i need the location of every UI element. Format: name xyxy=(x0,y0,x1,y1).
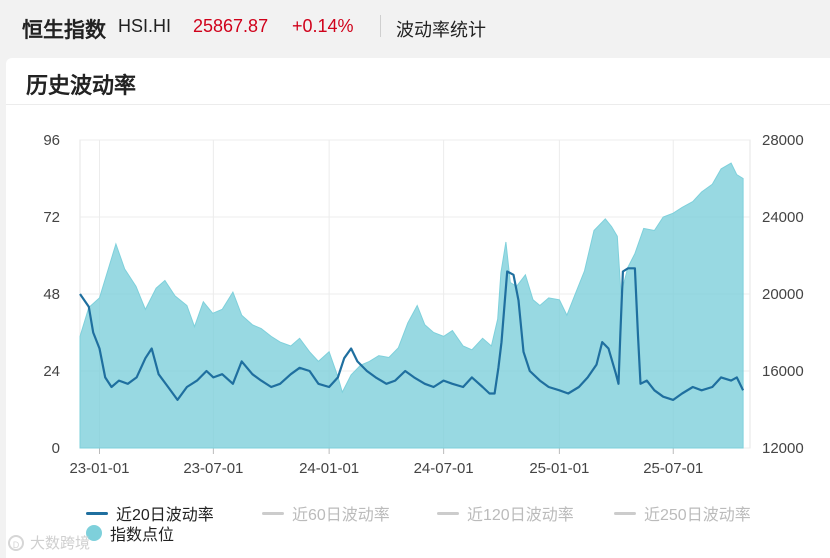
y-right-tick-label: 12000 xyxy=(762,440,804,457)
quote-header: 恒生指数 HSI.HI 25867.87 +0.14% 波动率统计 xyxy=(0,0,830,52)
index-level-area xyxy=(79,162,744,449)
y-left-tick-label: 48 xyxy=(43,286,60,303)
legend-label: 近60日波动率 xyxy=(292,507,390,524)
card-title: 历史波动率 xyxy=(26,73,137,98)
legend-line-marker xyxy=(614,511,636,515)
legend-item-vol120[interactable]: 近120日波动率 xyxy=(437,502,574,524)
legend-item-vol60[interactable]: 近60日波动率 xyxy=(262,502,390,524)
legend-line-marker xyxy=(262,511,284,515)
watermark-text: 大数跨境 xyxy=(30,535,91,552)
card-divider xyxy=(6,104,830,105)
volatility-stats-tab[interactable]: 波动率统计 xyxy=(396,20,486,40)
watermark-logo-icon: D xyxy=(8,534,24,551)
y-right-tick-label: 20000 xyxy=(762,286,804,303)
legend-line-marker xyxy=(86,511,108,515)
y-right-tick-label: 16000 xyxy=(762,363,804,380)
index-name: 恒生指数 xyxy=(22,19,106,42)
legend-label: 近250日波动率 xyxy=(644,507,751,524)
index-price: 25867.87 xyxy=(193,16,269,36)
legend-item-vol20[interactable]: 近20日波动率 xyxy=(86,502,214,524)
x-tick-label: 24-07-01 xyxy=(414,460,474,477)
index-change: +0.14% xyxy=(292,16,354,36)
legend-dot-marker xyxy=(86,525,102,541)
x-tick-label: 24-01-01 xyxy=(299,460,359,477)
x-tick-label: 23-07-01 xyxy=(183,460,243,477)
volatility-20d-line xyxy=(79,267,745,401)
legend-item-index[interactable]: 指数点位 xyxy=(86,522,174,544)
y-left-tick-label: 24 xyxy=(43,363,60,380)
y-right-tick-label: 28000 xyxy=(762,132,804,149)
y-left-tick-label: 0 xyxy=(52,440,60,457)
x-tick-label: 25-07-01 xyxy=(643,460,703,477)
legend-line-marker xyxy=(437,511,459,515)
header-divider xyxy=(380,15,381,37)
legend-label: 指数点位 xyxy=(110,527,175,544)
legend-label: 近20日波动率 xyxy=(116,507,214,524)
x-tick-label: 25-01-01 xyxy=(529,460,589,477)
legend-label: 近120日波动率 xyxy=(467,507,574,524)
index-code: HSI.HI xyxy=(118,16,172,36)
watermark: D 大数跨境 xyxy=(8,532,90,553)
y-left-tick-label: 96 xyxy=(43,132,60,149)
legend-item-vol250[interactable]: 近250日波动率 xyxy=(614,502,751,524)
x-tick-label: 23-01-01 xyxy=(69,460,129,477)
y-right-tick-label: 24000 xyxy=(762,209,804,226)
y-left-tick-label: 72 xyxy=(43,209,60,226)
